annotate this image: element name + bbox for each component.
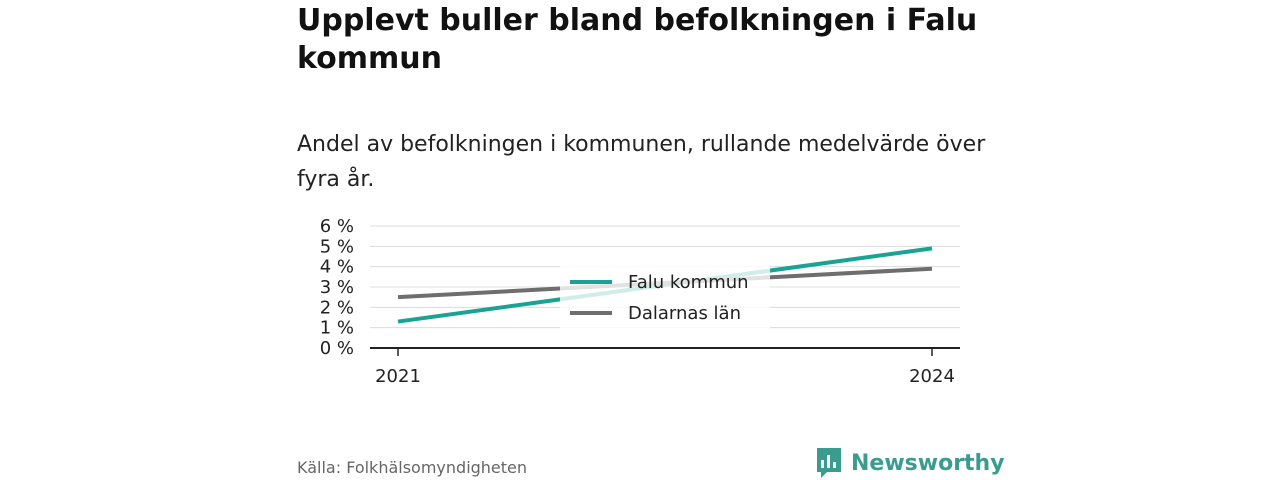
y-tick-label: 0 % xyxy=(320,338,354,359)
y-tick-label: 1 % xyxy=(320,318,354,339)
legend-background xyxy=(560,266,770,330)
source-note: Källa: Folkhälsomyndigheten xyxy=(297,458,528,477)
x-tick-label: 2021 xyxy=(375,366,421,387)
y-tick-label: 5 % xyxy=(320,236,354,257)
brand-name: Newsworthy xyxy=(851,450,1005,476)
y-tick-label: 2 % xyxy=(320,297,354,318)
brand-logo: Newsworthy xyxy=(815,446,1005,480)
chart-subtitle: Andel av befolkningen i kommunen, rullan… xyxy=(297,132,986,192)
y-tick-label: 6 % xyxy=(320,216,354,237)
bar-chart-logo-icon xyxy=(817,448,841,478)
y-tick-label: 4 % xyxy=(320,257,354,278)
chart-title: Upplevt buller bland befolkningen i Falu… xyxy=(297,3,978,76)
y-tick-label: 3 % xyxy=(320,277,354,298)
legend-label-2: Dalarnas län xyxy=(628,303,741,324)
legend-label-1: Falu kommun xyxy=(628,272,749,293)
x-tick-label: 2024 xyxy=(909,366,955,387)
